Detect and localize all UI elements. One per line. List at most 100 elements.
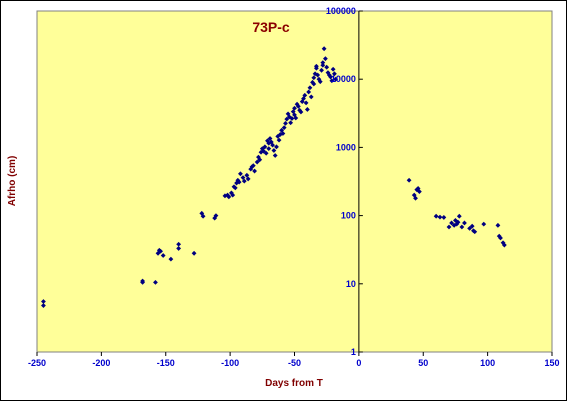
y-axis-label: Afrho (cm) <box>7 156 18 207</box>
data-point <box>155 250 161 256</box>
data-point <box>158 248 163 254</box>
plot-area <box>36 10 553 353</box>
data-point <box>462 220 467 226</box>
data-point <box>501 242 507 248</box>
data-point <box>234 180 239 186</box>
data-point <box>244 172 250 178</box>
data-point <box>222 193 228 199</box>
data-point <box>276 137 282 143</box>
data-point <box>41 299 46 304</box>
y-tick-label: 10000 <box>331 74 356 84</box>
x-tick-label: 0 <box>356 358 361 368</box>
data-point <box>262 144 268 150</box>
data-point <box>140 279 145 285</box>
data-point <box>304 107 310 112</box>
data-point <box>441 215 447 220</box>
data-point <box>266 146 272 152</box>
data-point <box>311 81 317 87</box>
data-point <box>176 246 182 251</box>
data-point <box>307 85 313 91</box>
data-point <box>416 189 422 194</box>
data-point <box>455 219 461 225</box>
x-tick-label: -100 <box>221 358 239 368</box>
data-point <box>257 157 263 163</box>
data-point <box>168 256 174 262</box>
data-points <box>41 46 507 308</box>
data-point <box>270 142 276 148</box>
data-point <box>293 115 299 121</box>
data-point <box>456 213 462 219</box>
data-point <box>230 192 236 198</box>
data-point <box>226 194 232 200</box>
data-point <box>292 112 297 118</box>
data-point <box>315 72 321 78</box>
data-point <box>250 163 256 169</box>
data-point <box>266 140 272 146</box>
data-point <box>472 229 478 235</box>
data-point <box>308 94 314 100</box>
data-point <box>236 179 242 185</box>
data-point <box>433 213 439 219</box>
data-point <box>298 109 304 115</box>
data-point <box>285 111 291 117</box>
x-tick-label: 100 <box>480 358 495 368</box>
data-point <box>306 89 312 95</box>
data-point <box>413 195 418 201</box>
y-tick-label: 100 <box>341 211 356 221</box>
y-tick-label: 1000 <box>336 142 356 152</box>
data-point <box>153 279 158 285</box>
data-point <box>446 224 452 230</box>
x-tick-label: -150 <box>157 358 175 368</box>
data-point <box>200 213 206 219</box>
data-point <box>332 71 337 77</box>
data-point <box>498 235 503 241</box>
data-point <box>292 105 297 111</box>
data-point <box>259 146 265 152</box>
data-point <box>295 103 301 109</box>
data-point <box>272 153 278 158</box>
data-point <box>41 303 46 308</box>
data-point <box>481 221 487 227</box>
y-axis-ticks: 1 10 100 1000 10000 100000 <box>326 6 363 357</box>
data-point <box>414 187 420 193</box>
data-point <box>283 120 288 126</box>
chart-title: 73P-c <box>252 19 290 35</box>
data-point <box>333 76 339 82</box>
data-point <box>241 178 247 184</box>
y-tick-label: 1 <box>351 347 356 357</box>
data-point <box>406 177 412 183</box>
data-point <box>199 210 205 216</box>
data-point <box>281 125 287 131</box>
data-point <box>437 214 443 220</box>
data-point <box>289 116 295 121</box>
data-point <box>323 56 328 62</box>
data-point <box>330 66 336 72</box>
data-point <box>321 46 327 52</box>
data-point <box>213 213 219 218</box>
data-point <box>459 224 465 230</box>
data-point <box>225 192 230 198</box>
data-point <box>263 150 269 156</box>
y-tick-label: 100000 <box>326 6 356 16</box>
data-point <box>271 148 277 153</box>
data-point <box>320 62 326 68</box>
x-axis-label: Days from T <box>265 378 323 389</box>
data-point <box>280 131 286 136</box>
data-point <box>319 67 324 73</box>
data-point <box>249 164 255 170</box>
x-tick-label: 150 <box>544 358 559 368</box>
x-tick-label: 50 <box>418 358 428 368</box>
data-point <box>232 185 238 191</box>
data-point <box>303 100 309 106</box>
data-point <box>320 60 326 66</box>
data-point <box>274 144 279 150</box>
data-point <box>302 92 308 98</box>
data-point <box>411 192 417 198</box>
x-tick-label: -200 <box>92 358 110 368</box>
data-point <box>324 64 330 70</box>
data-point <box>329 78 335 84</box>
x-tick-label: -50 <box>288 358 301 368</box>
data-point <box>495 222 501 228</box>
data-point <box>449 220 454 226</box>
